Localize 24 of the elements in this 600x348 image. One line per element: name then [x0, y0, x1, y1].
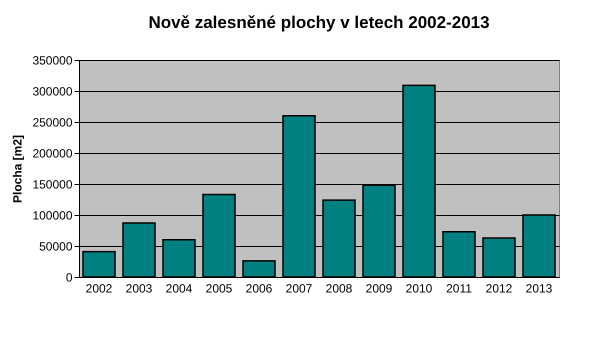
- x-tick-label: 2002: [86, 282, 113, 296]
- y-tick-label: 250000: [32, 116, 73, 130]
- bar: [242, 260, 276, 278]
- chart-title: Nově zalesněné plochy v letech 2002-2013: [148, 13, 490, 32]
- y-tick-label: 0: [66, 270, 73, 284]
- y-tick-label: 200000: [32, 146, 73, 160]
- bar: [82, 250, 116, 278]
- x-tick-label: 2009: [366, 282, 393, 296]
- x-tick-label: 2008: [326, 282, 353, 296]
- x-tick-label: 2011: [446, 282, 472, 296]
- y-tick-label: 350000: [32, 54, 73, 68]
- x-tick-label: 2006: [246, 282, 273, 296]
- x-tick-label: 2003: [126, 282, 153, 296]
- y-tick-label: 150000: [32, 178, 73, 192]
- x-tick-label: 2007: [286, 282, 313, 296]
- x-tick-label: 2005: [206, 282, 233, 296]
- y-tick-label: 50000: [39, 240, 73, 254]
- x-tick-label: 2012: [486, 282, 513, 296]
- y-tick-label: 100000: [32, 208, 73, 222]
- y-tick-label: 300000: [32, 84, 73, 98]
- x-tick-label: 2013: [526, 282, 553, 296]
- y-axis-title: Plocha [m2]: [10, 134, 24, 204]
- x-tick-label: 2010: [406, 282, 433, 296]
- x-tick-label: 2004: [166, 282, 193, 296]
